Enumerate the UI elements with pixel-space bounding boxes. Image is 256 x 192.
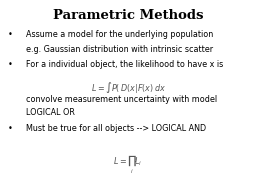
Text: e.g. Gaussian distribution with intrinsic scatter: e.g. Gaussian distribution with intrinsi…: [26, 45, 213, 54]
Text: •: •: [8, 124, 13, 133]
Text: Must be true for all objects --> LOGICAL AND: Must be true for all objects --> LOGICAL…: [26, 124, 206, 133]
Text: •: •: [8, 30, 13, 39]
Text: •: •: [8, 60, 13, 70]
Text: Assume a model for the underlying population: Assume a model for the underlying popula…: [26, 30, 213, 39]
Text: $L=\prod_i L_i$: $L=\prod_i L_i$: [113, 154, 143, 176]
Text: LOGICAL OR: LOGICAL OR: [26, 108, 74, 118]
Text: $L=\int P(\,D(x|F(x)\,dx$: $L=\int P(\,D(x|F(x)\,dx$: [91, 80, 165, 95]
Text: For a individual object, the likelihood to have x is: For a individual object, the likelihood …: [26, 60, 223, 70]
Text: convolve measurement uncertainty with model: convolve measurement uncertainty with mo…: [26, 95, 217, 104]
Text: Parametric Methods: Parametric Methods: [53, 9, 203, 22]
